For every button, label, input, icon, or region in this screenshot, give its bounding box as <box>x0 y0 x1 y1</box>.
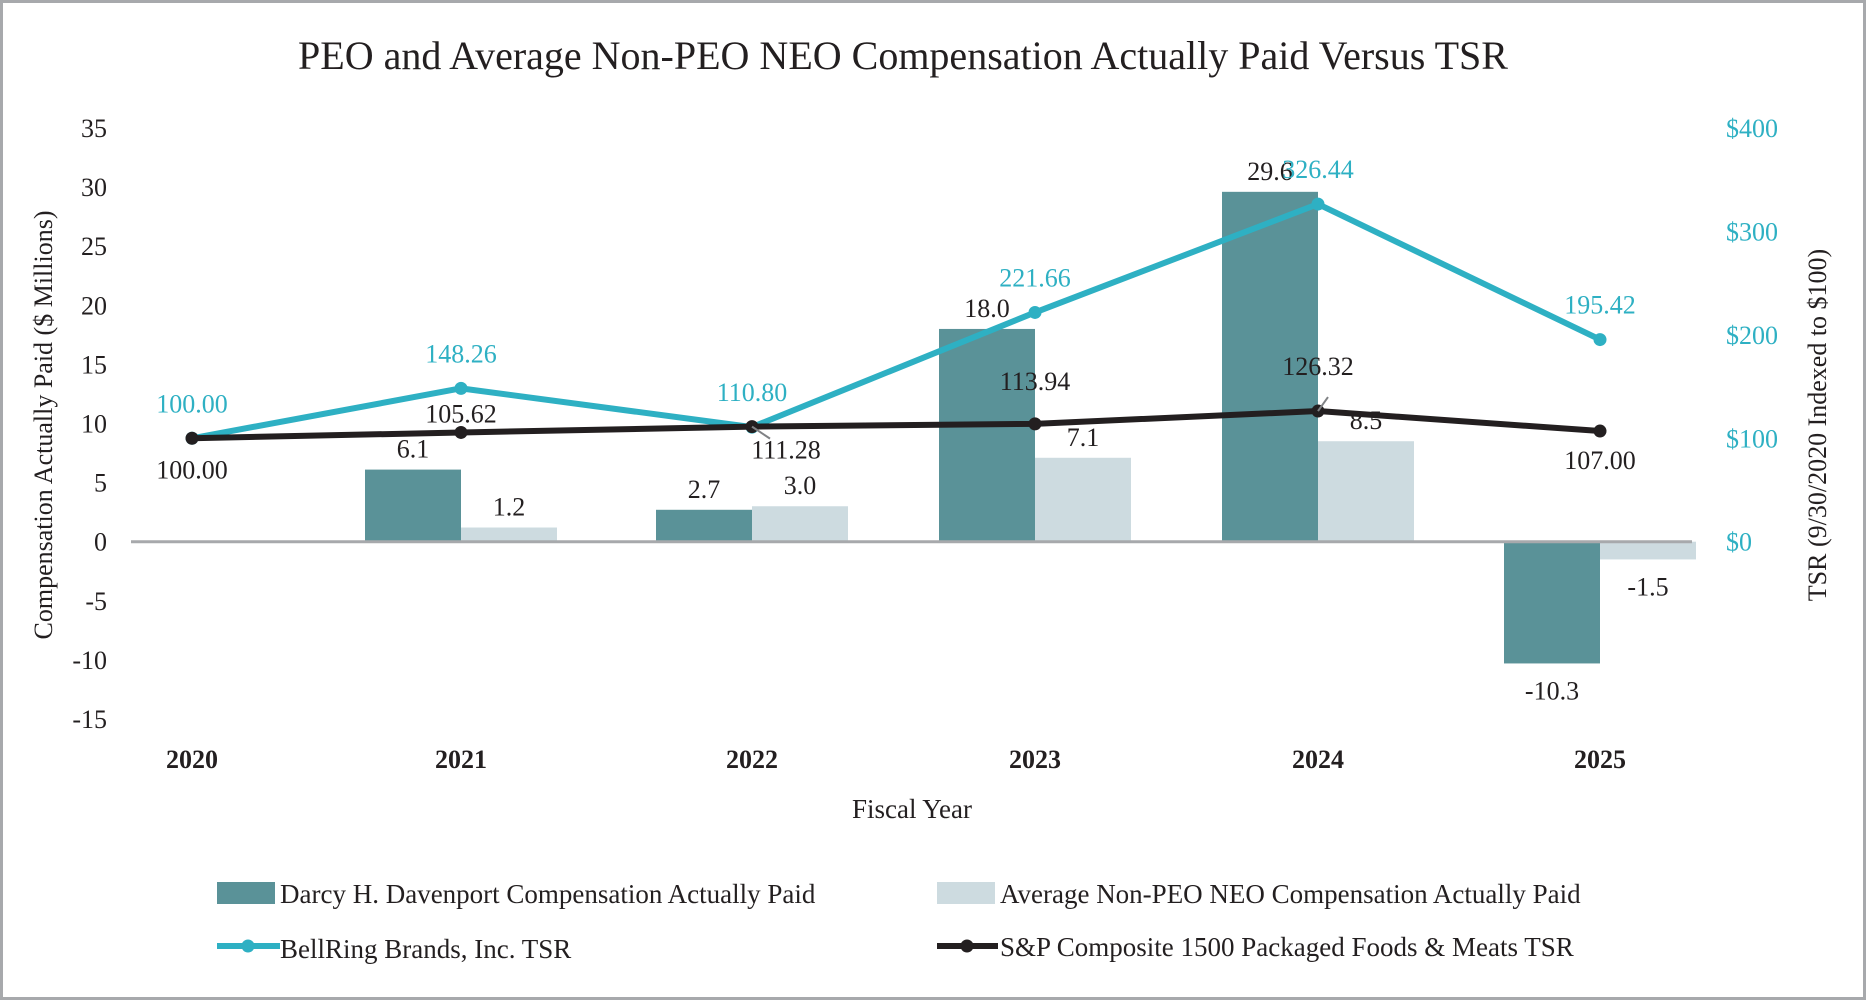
y2-tick-label: $200 <box>1726 321 1778 350</box>
sp1500-tsr-point <box>185 431 199 445</box>
bar-label-layer: 6.1 2.7 18.0 29.6 -10.3 1.2 3.0 7.1 8.5 -1.5 <box>397 157 1669 706</box>
sp1500-tsr-point <box>454 425 468 439</box>
sp1500-tsr-label: 105.62 <box>425 399 497 428</box>
sp1500-tsr-label: 111.28 <box>751 436 821 465</box>
bellring-tsr-point <box>1311 197 1325 211</box>
y-axis-label: Compensation Actually Paid ($ Millions) <box>29 211 58 640</box>
peo-bar-label: 6.1 <box>397 435 430 464</box>
neo-bar-label: -1.5 <box>1627 572 1668 601</box>
line-label-layer: 100.00 148.26 110.80 221.66 326.44 195.42 100.… <box>156 155 1636 484</box>
bellring-tsr-point <box>1593 333 1607 347</box>
neo-bar <box>461 527 557 542</box>
sp1500-tsr-point <box>1593 424 1607 438</box>
right-axis: $400 $300 $200 $100 $0 <box>1726 114 1778 557</box>
sp1500-tsr-label: 113.94 <box>1000 367 1071 396</box>
peo-bar-label: 2.7 <box>688 475 721 504</box>
bellring-tsr-label: 148.26 <box>425 339 497 368</box>
neo-bar <box>1318 441 1414 542</box>
y2-axis-label: TSR (9/30/2020 Indexed to $100) <box>1803 249 1832 601</box>
legend-label-neo: Average Non-PEO NEO Compensation Actuall… <box>1000 879 1581 909</box>
bellring-tsr-label: 326.44 <box>1282 155 1354 184</box>
bellring-tsr-label: 110.80 <box>717 378 788 407</box>
x-tick-label: 2021 <box>435 745 487 774</box>
legend-swatch-neo <box>937 882 995 904</box>
y2-tick-label: $100 <box>1726 424 1778 453</box>
legend: Darcy H. Davenport Compensation Actually… <box>217 879 1581 964</box>
legend-marker-sp1500 <box>960 939 974 953</box>
y-tick-label: 30 <box>81 173 107 202</box>
left-axis: 35 30 25 20 15 10 5 0 -5 -10 -15 <box>72 114 107 734</box>
x-tick-label: 2025 <box>1574 745 1626 774</box>
peo-bar-label: 29.6 <box>1247 157 1293 186</box>
x-tick-label: 2024 <box>1292 745 1344 774</box>
neo-bar <box>1600 541 1696 560</box>
y-tick-label: 35 <box>81 114 107 143</box>
neo-bar-label: 1.2 <box>493 493 526 522</box>
sp1500-tsr-label: 126.32 <box>1282 352 1354 381</box>
x-axis-label: Fiscal Year <box>852 794 972 824</box>
peo-bar <box>1504 541 1600 664</box>
y2-tick-label: $400 <box>1726 114 1778 143</box>
bar-layer <box>365 191 1696 664</box>
x-tick-label: 2022 <box>726 745 778 774</box>
peo-bar <box>1222 191 1318 542</box>
legend-marker-bellring <box>241 939 255 953</box>
label-leader-line <box>751 425 771 440</box>
neo-bar <box>752 506 848 542</box>
y-tick-label: -10 <box>72 646 107 675</box>
bellring-tsr-label: 195.42 <box>1564 291 1636 320</box>
neo-bar <box>1035 457 1131 542</box>
legend-label-peo: Darcy H. Davenport Compensation Actually… <box>280 879 816 909</box>
neo-bar-label: 7.1 <box>1067 423 1100 452</box>
x-tick-label: 2023 <box>1009 745 1061 774</box>
y2-tick-label: $300 <box>1726 217 1778 246</box>
peo-bar-label: -10.3 <box>1525 676 1579 705</box>
line-layer <box>185 197 1607 445</box>
chart-title: PEO and Average Non-PEO NEO Compensation… <box>298 33 1508 78</box>
sp1500-tsr-label: 107.00 <box>1564 446 1636 475</box>
peo-bar-label: 18.0 <box>964 294 1010 323</box>
x-axis: 2020 2021 2022 2023 2024 2025 <box>166 745 1626 774</box>
y-tick-label: 15 <box>81 350 107 379</box>
legend-swatch-peo <box>217 882 275 904</box>
bellring-tsr-label: 100.00 <box>156 389 228 418</box>
label-leader-line <box>1317 396 1329 412</box>
neo-bar-label: 3.0 <box>784 471 817 500</box>
legend-label-bellring: BellRing Brands, Inc. TSR <box>280 934 571 964</box>
neo-bar-label: 8.5 <box>1350 406 1383 435</box>
y-tick-label: 20 <box>81 291 107 320</box>
bellring-tsr-point <box>454 381 468 395</box>
sp1500-tsr-label: 100.00 <box>156 455 228 484</box>
bellring-tsr-point <box>1028 305 1042 319</box>
bellring-tsr-line <box>191 201 1602 442</box>
y-tick-label: -15 <box>72 705 107 734</box>
sp1500-tsr-line <box>191 408 1601 442</box>
y2-tick-label: $0 <box>1726 528 1752 557</box>
y-tick-label: 0 <box>94 528 107 557</box>
x-tick-label: 2020 <box>166 745 218 774</box>
legend-label-sp1500: S&P Composite 1500 Packaged Foods & Meat… <box>1000 932 1574 962</box>
y-tick-label: 10 <box>81 410 107 439</box>
y-tick-label: -5 <box>85 587 107 616</box>
peo-bar <box>656 509 752 542</box>
sp1500-tsr-point <box>1028 417 1042 431</box>
peo-bar <box>365 469 461 542</box>
y-tick-label: 25 <box>81 232 107 261</box>
peo-bar <box>939 328 1035 542</box>
y-tick-label: 5 <box>94 469 107 498</box>
bellring-tsr-label: 221.66 <box>999 263 1071 292</box>
